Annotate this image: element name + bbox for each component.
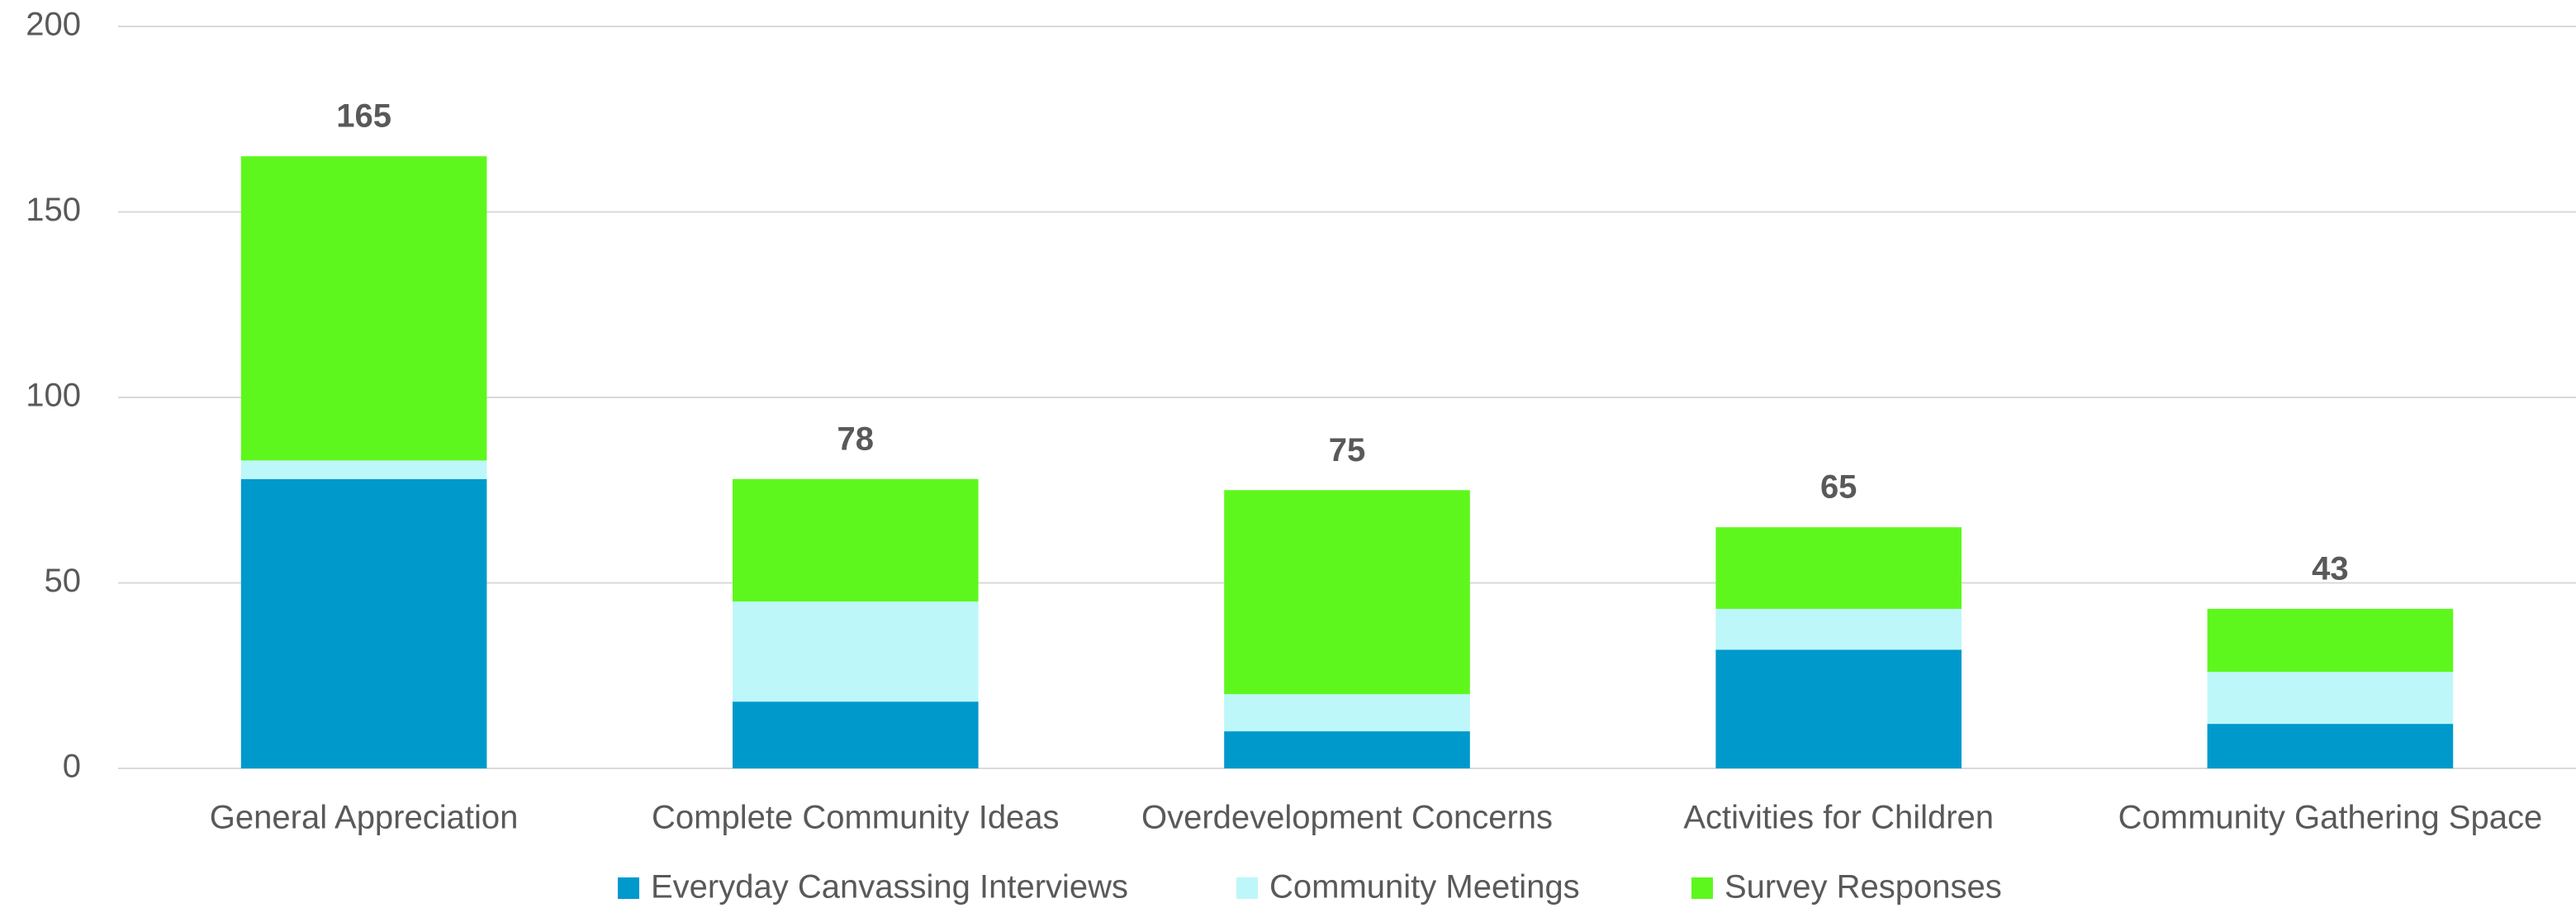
y-tick-label: 50: [45, 563, 82, 599]
bar-segment: [733, 478, 979, 601]
y-tick-label: 200: [26, 7, 81, 43]
legend-label: Survey Responses: [1724, 869, 2002, 906]
x-tick-label: Activities for Children: [1683, 800, 1994, 836]
bar-segment: [1715, 649, 1962, 768]
legend-swatch: [618, 877, 639, 899]
bar-segment: [1224, 490, 1470, 695]
bar-segment: [2207, 672, 2454, 725]
x-tick-label: Overdevelopment Concerns: [1141, 800, 1553, 836]
legend-swatch: [1691, 877, 1713, 899]
x-tick-label: Community Gathering Space: [2118, 800, 2543, 836]
x-tick-label: Complete Community Ideas: [652, 800, 1060, 836]
legend-label: Community Meetings: [1269, 869, 1580, 906]
y-tick-label: 150: [26, 192, 81, 228]
legend-swatch: [1236, 877, 1258, 899]
bar-segment: [1715, 527, 1962, 609]
x-tick-label: General Appreciation: [210, 800, 519, 836]
bar-segment: [2207, 724, 2454, 768]
bar-segment: [1224, 694, 1470, 732]
legend-label: Everyday Canvassing Interviews: [651, 869, 1128, 906]
y-tick-label: 100: [26, 378, 81, 414]
total-label: 78: [837, 421, 875, 457]
bar-segment: [733, 601, 979, 702]
bar-segment: [1715, 608, 1962, 650]
bar-segment: [1224, 731, 1470, 768]
total-label: 43: [2312, 550, 2349, 587]
bar-segment: [240, 460, 487, 479]
total-label: 165: [336, 98, 391, 135]
bar-segment: [240, 478, 487, 768]
total-label: 75: [1329, 432, 1366, 468]
bar-segment: [2207, 608, 2454, 673]
total-label: 65: [1820, 469, 1857, 506]
y-tick-label: 0: [63, 749, 81, 785]
bar-segment: [240, 156, 487, 461]
bar-segment: [733, 701, 979, 768]
